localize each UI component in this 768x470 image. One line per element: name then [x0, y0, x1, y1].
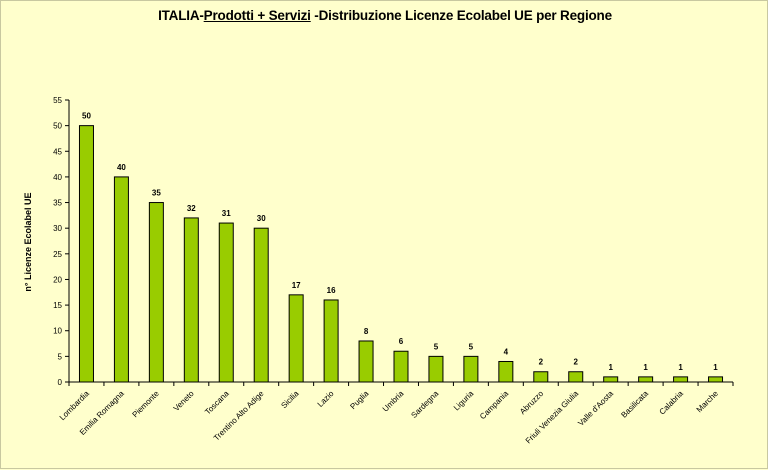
bar-value-label: 1: [608, 363, 613, 372]
y-tick-label: 25: [53, 250, 62, 259]
y-tick-label: 50: [53, 122, 62, 131]
x-tick-label: Veneto: [172, 389, 196, 413]
bar: [253, 227, 269, 383]
bar: [463, 355, 479, 383]
chart-title: ITALIA-Prodotti + Servizi -Distribuzione…: [1, 8, 768, 23]
bar: [498, 360, 514, 383]
title-suffix: -Distribuzione Licenze Ecolabel UE per R…: [310, 8, 612, 23]
x-tick-label: Lazio: [316, 389, 336, 409]
bar: [533, 371, 549, 383]
bar-value-label: 2: [574, 358, 579, 367]
y-tick-label: 55: [53, 96, 62, 105]
bar: [568, 371, 584, 383]
y-tick-label: 40: [53, 173, 62, 182]
x-tick-label: Valle d'Aosta: [576, 389, 615, 428]
bar-value-label: 16: [327, 286, 336, 295]
x-tick-label: Sardegna: [409, 389, 440, 420]
bar-value-label: 31: [222, 209, 231, 218]
bar-value-label: 1: [713, 363, 718, 372]
bar-value-label: 1: [643, 363, 648, 372]
bar-value-label: 5: [434, 342, 439, 351]
bar: [393, 350, 409, 383]
x-tick-label: Abruzzo: [518, 389, 546, 417]
bar: [148, 202, 164, 383]
y-tick-label: 20: [53, 275, 62, 284]
bar-value-label: 2: [539, 358, 544, 367]
bar-value-label: 30: [257, 214, 266, 223]
y-tick-label: 15: [53, 301, 62, 310]
x-tick-label: Umbria: [381, 389, 406, 414]
bar-value-label: 1: [678, 363, 683, 372]
x-tick-label: Calabria: [658, 389, 686, 417]
bar-value-label: 40: [117, 163, 126, 172]
bar: [288, 294, 304, 383]
bar: [603, 376, 619, 383]
y-tick-label: 10: [53, 327, 62, 336]
bar: [428, 355, 444, 383]
bar: [638, 376, 654, 383]
x-tick-label: Toscana: [203, 389, 231, 417]
bar: [78, 125, 94, 383]
x-tick-label: Marche: [695, 389, 721, 415]
axes: [68, 100, 734, 386]
y-tick-label: 35: [53, 199, 62, 208]
title-underlined: Prodotti + Servizi: [203, 8, 311, 23]
bar: [183, 217, 199, 383]
y-axis-label-group: n° Licenze Ecolabel UE: [23, 192, 33, 291]
bar-value-label: 4: [504, 347, 509, 356]
x-tick-label: Piemonte: [131, 389, 162, 420]
bar-value-label: 5: [469, 342, 474, 351]
data-labels: 50 40 35 32 31 30 17 16 8 6 5 5 4 2 2 1 1 1 1: [82, 112, 718, 372]
x-tick-label: Basilicata: [619, 389, 650, 420]
bar: [218, 222, 234, 383]
bar: [113, 176, 129, 383]
bar-value-label: 32: [187, 204, 196, 213]
bar: [708, 376, 724, 383]
bar: [673, 376, 689, 383]
bar-value-label: 50: [82, 112, 91, 121]
y-ticks: 0 5 10 15 20 25 30 35 40 45 50 55: [53, 96, 69, 387]
title-prefix: ITALIA-: [158, 8, 204, 23]
bar-value-label: 6: [399, 337, 404, 346]
y-tick-label: 0: [58, 378, 63, 387]
y-tick-label: 5: [58, 352, 63, 361]
y-axis-label: n° Licenze Ecolabel UE: [23, 192, 33, 291]
bar-value-label: 35: [152, 189, 161, 198]
x-tick-label: Liguria: [452, 389, 476, 413]
bar: [358, 340, 374, 383]
bar: [323, 299, 339, 383]
x-tick-label: Sicilia: [279, 389, 301, 411]
bar-value-label: 17: [292, 281, 301, 290]
y-tick-label: 45: [53, 147, 62, 156]
x-tick-label: Puglia: [348, 389, 370, 411]
y-tick-label: 30: [53, 224, 62, 233]
bar-value-label: 8: [364, 327, 369, 336]
x-tick-label: Lombardia: [58, 389, 91, 422]
x-tick-label: Campania: [478, 389, 511, 422]
